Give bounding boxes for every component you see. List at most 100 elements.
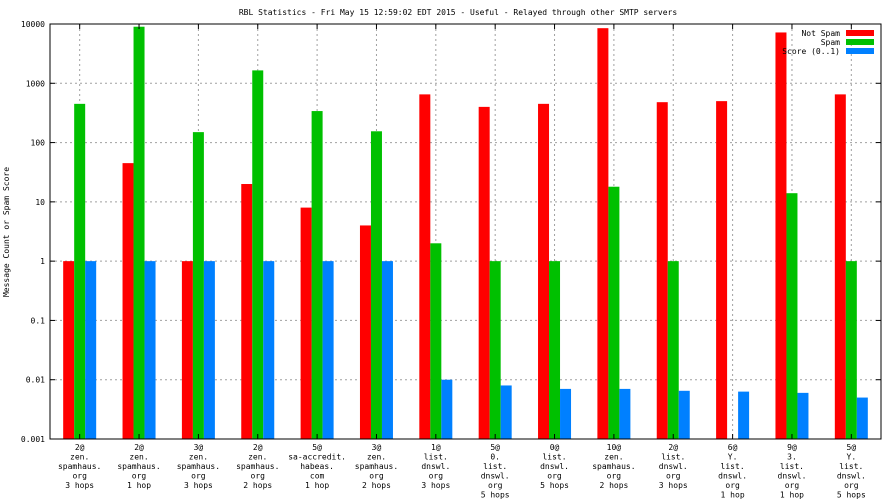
x-tick-label-line: 3@ — [372, 443, 382, 452]
y-tick-label: 0.01 — [26, 376, 45, 385]
bar-not-spam — [775, 32, 787, 440]
bar-spam — [430, 243, 442, 439]
x-tick-label-line: list. — [721, 462, 745, 471]
x-tick-label-line: zen. — [189, 453, 208, 462]
x-tick-label-line: 5@ — [847, 443, 857, 452]
x-tick-label-line: spamhaus. — [355, 462, 398, 471]
legend-label: Score (0..1) — [782, 47, 840, 56]
bar-not-spam — [478, 106, 490, 439]
x-tick-label: 2@ zen. spamhaus. org 3 hops — [58, 443, 101, 490]
grid-lines — [50, 24, 881, 439]
x-tick-label-line: 5 hops — [540, 481, 569, 490]
x-tick-label-line: 2@ — [75, 443, 85, 452]
bar-not-spam — [241, 184, 253, 439]
bar-score-0-1 — [619, 388, 631, 439]
x-tick-label-line: org — [132, 472, 147, 481]
bar-score-0-1 — [678, 390, 690, 439]
bar-not-spam — [538, 103, 550, 439]
x-tick-label-line: 5 hops — [481, 491, 510, 500]
x-tick-label-line: 1 hop — [780, 491, 804, 500]
x-tick-label-line: list. — [483, 462, 507, 471]
x-tick-label-line: 2@ — [134, 443, 144, 452]
bar-score-0-1 — [441, 379, 453, 439]
bar-score-0-1 — [203, 261, 215, 439]
x-tick-label-line: org — [429, 472, 444, 481]
bar-spam — [252, 70, 264, 439]
bar-score-0-1 — [738, 391, 750, 439]
x-tick-label-line: spamhaus. — [58, 462, 101, 471]
bar-spam — [370, 131, 382, 439]
x-tick-label-line: dnswl. — [837, 472, 866, 481]
x-tick-label-line: dnswl. — [540, 462, 569, 471]
x-tick-label-line: spamhaus. — [236, 462, 279, 471]
x-tick-label-line: 2 hops — [243, 481, 272, 490]
bar-not-spam — [419, 94, 431, 439]
bar-score-0-1 — [500, 385, 512, 439]
x-tick-label-line: zen. — [70, 453, 89, 462]
y-tick-label: 0.001 — [21, 435, 45, 444]
bar-spam — [192, 132, 204, 440]
legend-swatch — [846, 48, 874, 54]
y-ticks: 0.001 0.01 0.1 1 10 100 1000 10000 — [21, 20, 881, 444]
y-axis-label: Message Count or Spam Score — [2, 167, 11, 297]
bar-spam — [549, 261, 561, 439]
x-tick-label-line: 2 hops — [599, 481, 628, 490]
legend-swatch — [846, 30, 874, 36]
x-tick-label-line: org — [666, 472, 681, 481]
x-tick-label-line: spamhaus. — [117, 462, 160, 471]
x-tick-label-line: zen. — [367, 453, 386, 462]
bar-score-0-1 — [85, 261, 97, 439]
bar-not-spam — [63, 261, 75, 439]
x-tick-label-line: habeas. — [300, 462, 334, 471]
x-tick-label-line: spamhaus. — [177, 462, 220, 471]
bar-not-spam — [834, 94, 846, 439]
x-tick-label-line: list. — [780, 462, 804, 471]
x-tick-label-line: 5@ — [490, 443, 500, 452]
x-tick-label-line: dnswl. — [481, 472, 510, 481]
x-tick-label: 5@ sa-accredit. habeas. com 1 hop — [288, 443, 346, 490]
y-tick-label: 1 — [40, 257, 45, 266]
x-tick-label: 2@ list. dnswl. org 3 hops — [659, 443, 688, 490]
bar-spam — [133, 26, 145, 439]
bar-spam — [489, 261, 501, 439]
bar-score-0-1 — [144, 261, 156, 439]
x-tick-label: 5@ Y. list. dnswl. org 5 hops — [837, 443, 866, 500]
x-tick-label-line: com — [310, 472, 325, 481]
bar-score-0-1 — [797, 392, 809, 439]
legend-label: Not Spam — [801, 29, 840, 38]
bar-not-spam — [300, 207, 312, 439]
x-tick-label-line: 2 hops — [362, 481, 391, 490]
x-tick-label-line: dnswl. — [718, 472, 747, 481]
chart-title: RBL Statistics - Fri May 15 12:59:02 EDT… — [239, 8, 677, 17]
x-tick-label-line: 3 hops — [659, 481, 688, 490]
y-tick-label: 10 — [35, 198, 45, 207]
x-tick-label-line: spamhaus. — [592, 462, 635, 471]
x-tick-label-line: Y. — [728, 453, 738, 462]
x-tick-label-line: 3@ — [194, 443, 204, 452]
x-tick-label-line: 6@ — [728, 443, 738, 452]
x-tick-label: 2@ zen. spamhaus. org 1 hop — [117, 443, 160, 490]
x-tick-label-line: 1 hop — [127, 481, 151, 490]
x-tick-label-line: org — [191, 472, 206, 481]
x-tick-label-line: org — [488, 481, 503, 490]
x-tick-label: 0@ list. dnswl. org 5 hops — [540, 443, 569, 490]
x-tick-label: 1@ list. dnswl. org 3 hops — [421, 443, 450, 490]
x-tick-label-line: 0@ — [550, 443, 560, 452]
x-tick-label-line: list. — [839, 462, 863, 471]
bar-score-0-1 — [560, 388, 572, 439]
y-tick-label: 0.1 — [31, 316, 46, 325]
plot-frame — [49, 23, 882, 440]
x-tick-label-line: org — [607, 472, 622, 481]
x-tick-label-line: 3 hops — [65, 481, 94, 490]
x-tick-label-line: 2@ — [668, 443, 678, 452]
bar-score-0-1 — [322, 261, 334, 439]
x-tick-label-line: Y. — [847, 453, 857, 462]
x-tick-label-line: sa-accredit. — [288, 453, 346, 462]
x-tick-label-line: org — [785, 481, 800, 490]
bar-not-spam — [716, 101, 728, 439]
x-tick-label: 3@ zen. spamhaus. org 3 hops — [177, 443, 220, 490]
x-tick-label-line: 9@ — [787, 443, 797, 452]
